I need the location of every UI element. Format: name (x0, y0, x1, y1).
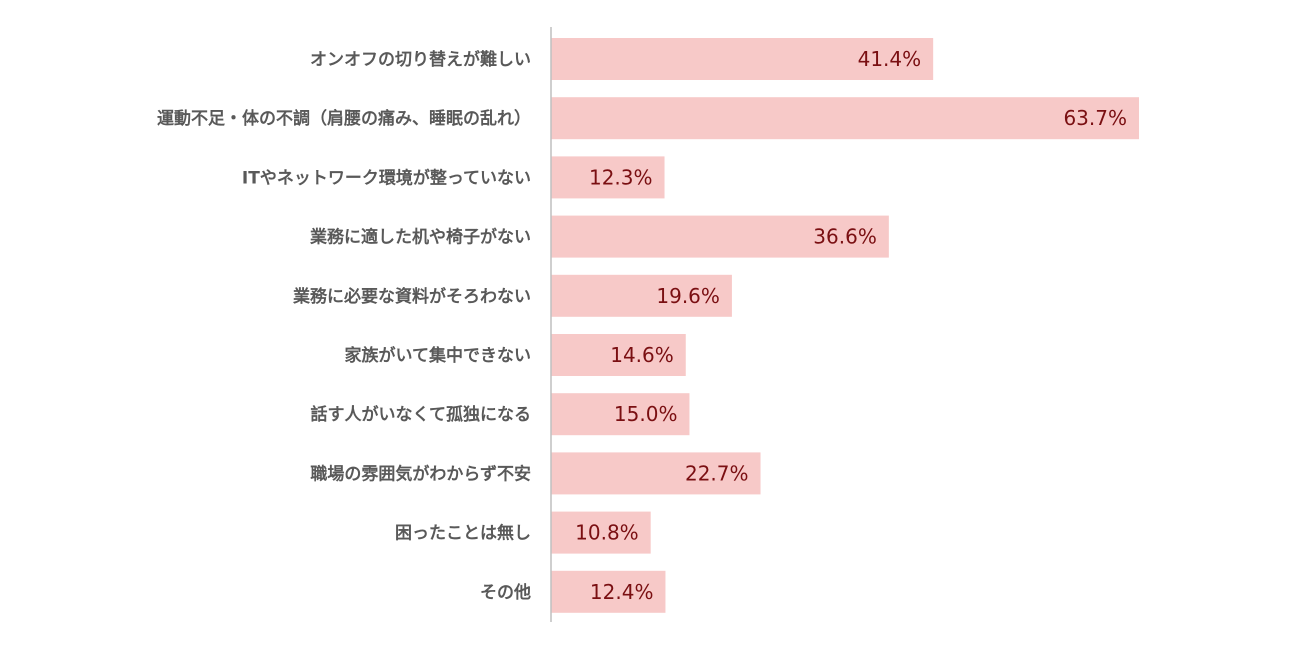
category-label-9: 困ったことは無し (395, 523, 531, 544)
category-label-3: ITやネットワーク環境が整っていない (242, 167, 531, 188)
bar-7 (551, 393, 690, 436)
bar-10 (551, 570, 666, 613)
bar-1 (551, 38, 934, 80)
category-label-6: 家族がいて集中できない (345, 345, 532, 366)
value-labels: 41.4% 63.7% 12.3% 36.6% 19.6% 14.6% 15.0% 22.7%… (575, 47, 1127, 604)
value-label-6: 14.6% (610, 343, 674, 367)
category-label-5: 業務に必要な資料がそろわない (293, 286, 531, 307)
value-label-8: 22.7% (685, 461, 749, 485)
category-label-10: その他 (480, 582, 531, 603)
value-label-2: 63.7% (1063, 106, 1127, 130)
value-label-1: 41.4% (858, 47, 922, 71)
category-label-1: オンオフの切り替えが難しい (310, 49, 531, 70)
bar-2 (551, 97, 1139, 140)
bar-4 (551, 215, 889, 258)
value-label-10: 12.4% (590, 580, 654, 604)
category-label-2: 運動不足・体の不調（肩腰の痛み、睡眠の乱れ） (157, 108, 531, 129)
category-label-8: 職場の雰囲気がわからず不安 (310, 463, 531, 484)
value-label-5: 19.6% (656, 284, 720, 308)
value-label-3: 12.3% (589, 165, 653, 189)
value-label-4: 36.6% (813, 225, 877, 249)
bar-5 (551, 274, 732, 317)
value-label-9: 10.8% (575, 521, 639, 545)
category-label-4: 業務に適した机や椅子がない (310, 227, 531, 248)
bar-8 (551, 452, 761, 495)
bar-3 (551, 156, 665, 199)
bar-6 (551, 334, 686, 376)
category-label-7: 話す人がいなくて孤独になる (311, 404, 532, 425)
value-label-7: 15.0% (614, 402, 678, 426)
bar-9 (551, 511, 651, 554)
bars-layer (551, 38, 1139, 613)
